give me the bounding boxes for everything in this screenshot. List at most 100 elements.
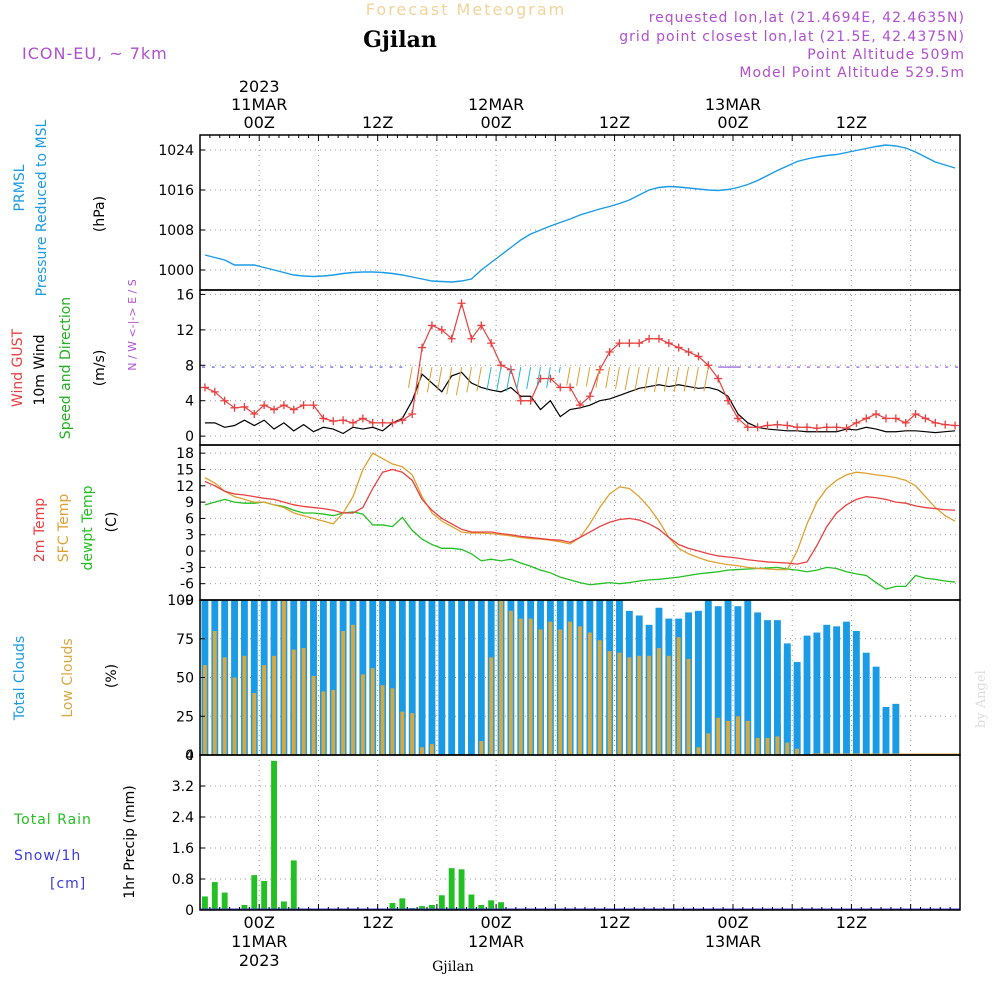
wind-direction-arrow — [416, 366, 423, 395]
wind-gust-marker — [556, 383, 565, 392]
pressure-msl-label: Pressure Reduced to MSL — [34, 119, 50, 296]
low-cloud-bar — [242, 655, 247, 755]
total-cloud-bar — [418, 600, 426, 755]
x-label-top: 12Z — [362, 113, 393, 132]
total-cloud-bar — [783, 654, 791, 755]
y-tick-label: 0 — [185, 748, 194, 764]
total-cloud-bar — [389, 600, 396, 755]
wind-direction-arrow — [585, 366, 591, 387]
wind-direction-arrow — [466, 366, 472, 393]
low-cloud-bar — [420, 747, 425, 755]
axes-layer: 10001008101610240481216-9-6-303691215180… — [158, 77, 961, 970]
wind-unit-label: (m/s) — [92, 350, 108, 387]
y-tick-label: 16 — [176, 287, 194, 303]
wind-gust-marker — [664, 339, 673, 348]
wind-gust-marker — [743, 423, 752, 432]
total-rain-label: Total Rain — [13, 812, 92, 828]
wind-gust-marker — [536, 374, 545, 383]
low-cloud-bar — [666, 655, 671, 755]
low-cloud-bar — [647, 655, 652, 755]
y-tick-label: 50 — [176, 671, 194, 687]
x-label-bottom: 13MAR — [705, 932, 761, 951]
wind-gust-marker — [872, 410, 881, 418]
low-cloud-bar — [597, 640, 602, 755]
y-tick-label: 3 — [185, 528, 194, 544]
total-cloud-bar — [704, 600, 712, 755]
temp-sfc-label: SFC Temp — [56, 494, 72, 563]
y-tick-label: -3 — [180, 560, 194, 576]
wind-gust-marker — [408, 410, 417, 418]
total-cloud-bar — [862, 652, 870, 755]
low-cloud-bar — [548, 621, 553, 755]
rain-bar — [241, 904, 248, 910]
wind-gust-marker — [654, 334, 663, 343]
total-cloud-bar — [319, 600, 327, 755]
snow-unit-label: [cm] — [50, 876, 86, 892]
wind-direction-arrow — [634, 366, 640, 392]
wind-gust-marker — [260, 401, 269, 410]
low-cloud-bar — [686, 658, 691, 755]
wind-direction-arrow — [673, 366, 680, 393]
wind-gust-marker — [299, 401, 308, 410]
low-cloud-bar — [706, 733, 711, 755]
wind-axis-labels: Wind GUST 10m Wind Speed and Direction (… — [10, 279, 139, 439]
total-cloud-bar — [724, 600, 732, 755]
x-label-top: 12MAR — [468, 95, 524, 114]
y-tick-label: 0 — [185, 903, 194, 919]
low-cloud-bar — [716, 717, 721, 755]
total-cloud-bar — [379, 600, 387, 755]
wind-gust-marker — [526, 396, 535, 405]
total-cloud-bar — [714, 606, 722, 755]
wind-gust-marker — [427, 321, 436, 330]
rain-bar — [221, 892, 228, 910]
low-cloud-bar — [735, 716, 740, 755]
wind-gust-marker — [714, 374, 723, 383]
pressure-axis-labels: PRMSL Pressure Reduced to MSL (hPa) — [12, 119, 108, 296]
wind-gust-marker — [289, 405, 298, 414]
precip-axis-labels: Total Rain Snow/1h [cm] 1hr Precip (mm) — [13, 785, 138, 898]
cloud-axis-labels: Total Clouds Low Clouds (%) — [12, 636, 120, 721]
y-tick-label: 1.6 — [172, 841, 194, 857]
low-cloud-bar — [499, 600, 503, 755]
y-tick-label: 25 — [176, 709, 194, 725]
wind-gust-marker — [625, 339, 634, 348]
low-cloud-bar — [430, 744, 434, 755]
wind-gust-marker — [773, 420, 782, 429]
prmsl-label: PRMSL — [12, 164, 28, 211]
total-cloud-bar — [734, 606, 742, 755]
x-label-bottom: 00Z — [480, 913, 511, 932]
y-tick-label: 8 — [185, 358, 194, 374]
wind-direction-arrow — [407, 366, 413, 388]
wind-gust-marker — [763, 421, 772, 430]
wind-direction-arrow — [496, 366, 502, 391]
wind-direction-arrow — [576, 366, 581, 386]
wind-direction-arrow — [446, 366, 453, 395]
rain-bar — [488, 900, 495, 910]
x-label-bottom: 2023 — [239, 951, 280, 970]
wind-direction-arrow — [653, 366, 660, 393]
x-label-bottom: 00Z — [244, 913, 275, 932]
y-tick-label: 75 — [176, 632, 194, 648]
wind-gust-marker — [418, 343, 427, 352]
wind-gust-label: Wind GUST — [10, 328, 26, 407]
wind-gust-marker — [605, 348, 614, 356]
wind-direction-arrow — [536, 366, 542, 386]
total-cloud-bar — [803, 635, 811, 755]
wind-gust-marker — [881, 414, 890, 423]
wind-gust-marker — [210, 387, 219, 396]
wind-direction-arrow — [683, 366, 690, 392]
y-tick-label: 18 — [176, 446, 194, 462]
low-cloud-bar — [627, 657, 632, 755]
total-cloud-bar — [438, 600, 446, 755]
total-cloud-bar — [843, 621, 850, 755]
wind-gust-marker — [921, 414, 930, 423]
forecast-title: Forecast Meteogram — [366, 0, 566, 19]
low-cloud-bar — [262, 665, 267, 755]
total-cloud-bar — [793, 671, 801, 755]
rain-bar — [211, 882, 218, 910]
low-cloud-bar — [301, 648, 306, 755]
wind-gust-marker — [566, 383, 575, 392]
wind-gust-marker — [724, 396, 733, 405]
y-tick-label: 4 — [185, 748, 194, 764]
